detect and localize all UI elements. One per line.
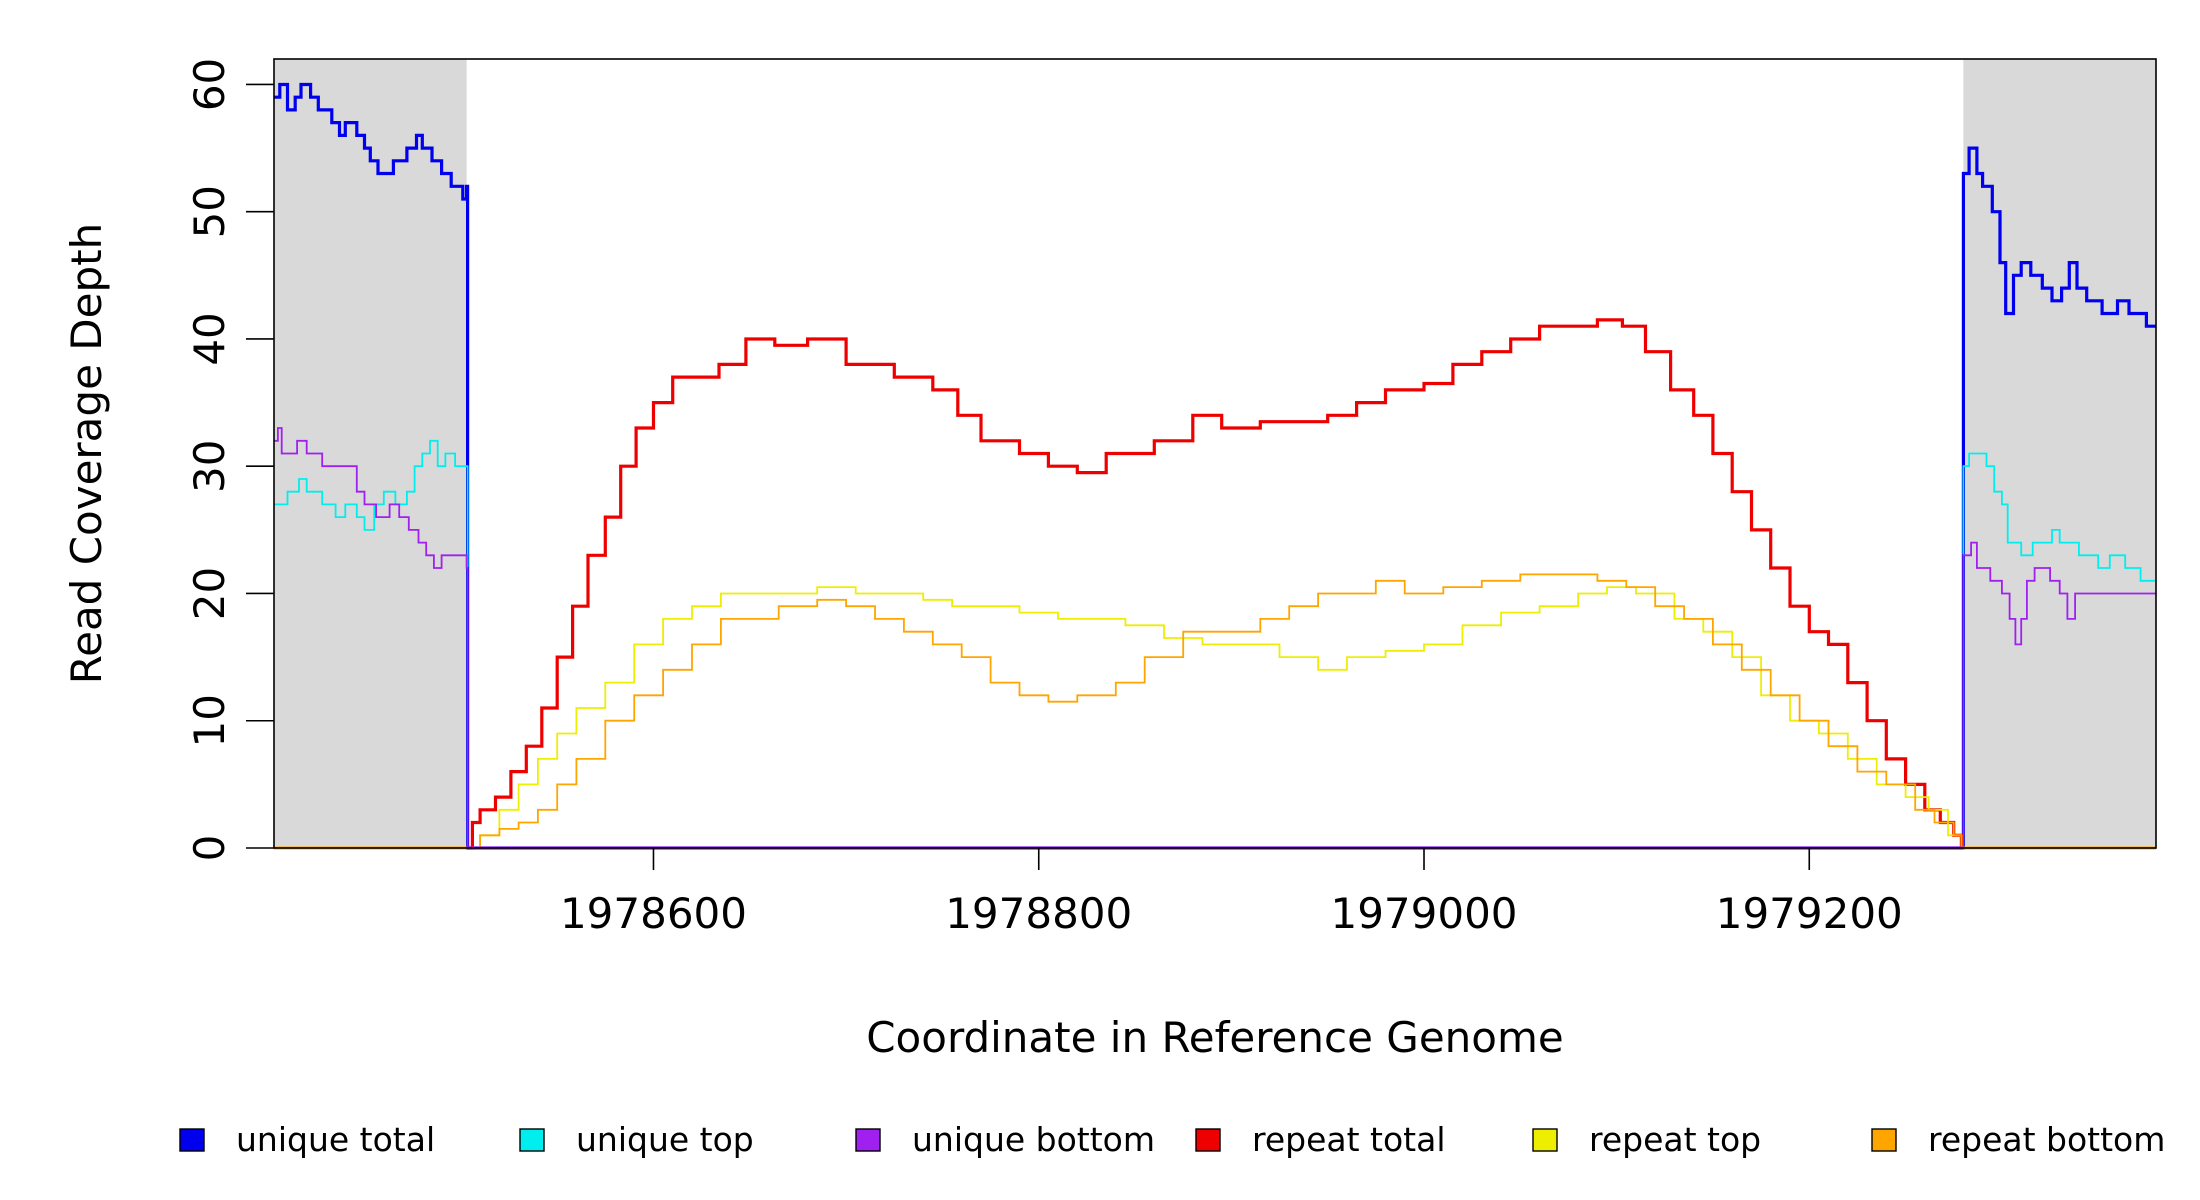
legend-item-unique-top: unique top [519, 1120, 754, 1159]
legend-swatch [519, 1128, 545, 1152]
shaded-regions [274, 59, 2156, 848]
legend-item-unique-total: unique total [179, 1120, 435, 1159]
legend-swatch [1195, 1128, 1221, 1152]
y-tick-label: 30 [185, 439, 234, 492]
legend-swatch [1532, 1128, 1558, 1152]
y-tick-label: 20 [185, 567, 234, 620]
legend-swatch [179, 1128, 205, 1152]
series-lines [274, 82, 2156, 850]
legend-label: repeat total [1252, 1120, 1446, 1159]
y-tick-label: 40 [185, 312, 234, 365]
legend-item-repeat-bottom: repeat bottom [1871, 1120, 2165, 1159]
y-tick-label: 60 [185, 58, 234, 111]
plot-frame [273, 58, 2157, 849]
legend-label: unique bottom [912, 1120, 1155, 1159]
y-axis-title: Read Coverage Depth [62, 223, 111, 684]
legend-label: unique top [576, 1120, 754, 1159]
legend-label: unique total [236, 1120, 435, 1159]
series-line-unique-top [274, 439, 2156, 849]
legend-item-repeat-top: repeat top [1532, 1120, 1761, 1159]
y-tick-label: 0 [185, 835, 234, 862]
y-tick-label: 50 [185, 185, 234, 238]
shaded-region-1 [1963, 59, 2156, 848]
legend-swatch [855, 1128, 881, 1152]
legend-swatch [1871, 1128, 1897, 1152]
x-tick-label: 1978800 [945, 889, 1132, 938]
series-line-unique-total [274, 82, 2156, 850]
y-tick-label: 10 [185, 694, 234, 747]
series-line-repeat-bottom [466, 573, 1963, 849]
x-tick-label: 1979000 [1330, 889, 1517, 938]
x-axis-title: Coordinate in Reference Genome [866, 1013, 1564, 1062]
legend-item-unique-bottom: unique bottom [855, 1120, 1155, 1159]
legend: unique total unique top unique bottom repea… [179, 1120, 2165, 1159]
series-line-repeat-top [466, 586, 1963, 849]
legend-label: repeat top [1589, 1120, 1761, 1159]
series-line-repeat-total [466, 318, 1963, 850]
series-line-unique-bottom [274, 427, 2156, 849]
legend-item-repeat-total: repeat total [1195, 1120, 1446, 1159]
y-axis: 0 10 20 30 40 50 60 [185, 58, 274, 862]
x-tick-label: 1979200 [1716, 889, 1903, 938]
x-tick-label: 1978600 [560, 889, 747, 938]
x-axis: 1978600 1978800 1979000 1979200 [560, 848, 1903, 938]
legend-label: repeat bottom [1928, 1120, 2165, 1159]
